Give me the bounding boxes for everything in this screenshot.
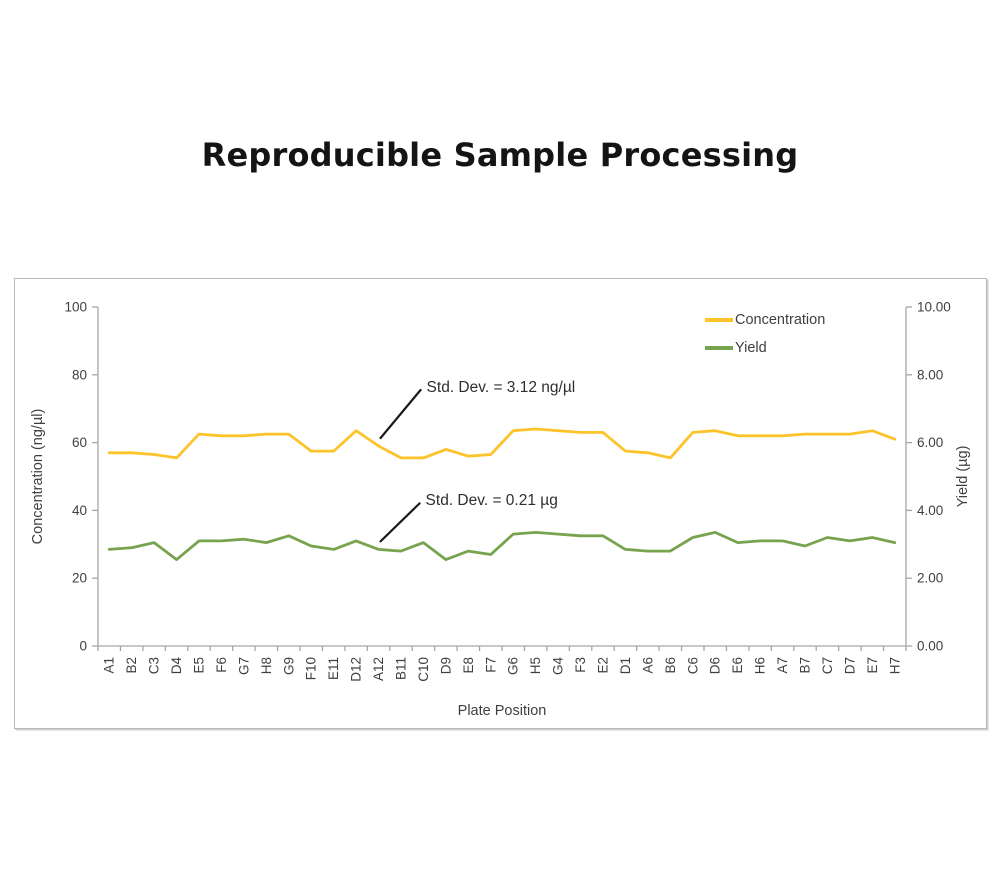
x-axis-category-label: C6 <box>685 657 700 674</box>
x-axis-category-label: H5 <box>528 657 543 674</box>
x-axis-category-label: E8 <box>461 657 476 674</box>
x-axis-category-label: F10 <box>304 657 319 680</box>
chart-legend: Concentration Yield <box>705 312 825 368</box>
legend-label-concentration: Concentration <box>735 312 826 328</box>
right-axis-tick-label: 6.00 <box>917 435 943 450</box>
x-axis-category-label: E6 <box>730 657 745 674</box>
x-axis-category-label: A6 <box>640 657 655 674</box>
x-axis-category-label: F3 <box>573 657 588 673</box>
legend-label-yield: Yield <box>735 340 767 356</box>
x-axis-category-label: F7 <box>483 657 498 673</box>
x-axis-category-label: D6 <box>708 657 723 674</box>
left-axis-tick-label: 100 <box>64 300 87 315</box>
x-axis-category-label: C7 <box>820 657 835 674</box>
left-axis-tick-label: 80 <box>72 367 87 382</box>
page-title: Reproducible Sample Processing <box>201 136 799 174</box>
x-axis-category-label: H8 <box>259 657 274 674</box>
right-axis-tick-label: 10.00 <box>917 300 951 315</box>
left-axis-tick-label: 20 <box>72 571 87 586</box>
x-axis-category-label: B6 <box>663 657 678 674</box>
x-axis-category-label: D7 <box>842 657 857 674</box>
x-axis-category-label: D12 <box>349 657 364 682</box>
x-axis-category-label: G9 <box>281 657 296 675</box>
x-axis-category-label: G6 <box>506 657 521 675</box>
concentration-line-swatch <box>705 318 733 322</box>
x-axis-category-label: G7 <box>236 657 251 675</box>
legend-item-concentration: Concentration <box>705 312 825 328</box>
x-axis-category-label: E2 <box>596 657 611 674</box>
right-axis-tick-label: 8.00 <box>917 367 943 382</box>
annotation-yield-stddev: Std. Dev. = 0.21 µg <box>425 492 558 510</box>
x-axis-category-label: D4 <box>169 657 184 675</box>
concentration-line <box>107 427 897 460</box>
x-axis-category-label: H7 <box>887 657 902 674</box>
x-axis-category-label: D1 <box>618 657 633 674</box>
left-axis-title: Concentration (ng/µl) <box>30 409 46 545</box>
left-axis-tick-label: 0 <box>79 639 87 654</box>
chart-container: 0 20 40 60 80 100 0.00 2.00 4.00 6.00 8.00 10.00 A1 B… <box>14 278 987 729</box>
x-axis-category-label: B11 <box>394 657 409 680</box>
right-axis-tick-label: 2.00 <box>917 571 943 586</box>
x-axis-category-label: F6 <box>214 657 229 673</box>
x-axis-category-label: A12 <box>371 657 386 681</box>
x-axis-category-label: E11 <box>326 657 341 680</box>
x-axis-category-label: B2 <box>124 657 139 674</box>
annotation-leader-line <box>379 502 421 543</box>
x-axis-category-label: A1 <box>102 657 117 674</box>
x-axis-category-label: D9 <box>438 657 453 674</box>
x-axis-category-label: A7 <box>775 657 790 674</box>
annotation-concentration-stddev: Std. Dev. = 3.12 ng/µl <box>426 378 576 396</box>
x-axis-category-label: C10 <box>416 657 431 682</box>
x-axis-category-label: G4 <box>551 657 566 676</box>
x-axis-title: Plate Position <box>458 703 547 719</box>
annotation-leader-line <box>379 388 422 440</box>
chart-plot: 0 20 40 60 80 100 0.00 2.00 4.00 6.00 8.00 10.00 A1 B… <box>30 300 971 720</box>
right-axis-tick-label: 4.00 <box>917 503 943 518</box>
left-axis-tick-label: 40 <box>72 503 87 518</box>
right-axis-tick-label: 0.00 <box>917 639 943 654</box>
x-axis-category-label: E7 <box>865 657 880 674</box>
x-axis-category-label: C3 <box>147 657 162 674</box>
legend-item-yield: Yield <box>705 340 825 356</box>
yield-line-swatch <box>705 346 733 350</box>
right-axis-title: Yield (µg) <box>955 446 971 508</box>
left-axis-tick-label: 60 <box>72 435 87 450</box>
x-axis-category-label: E5 <box>192 657 207 674</box>
x-axis-category-label: H6 <box>753 657 768 674</box>
x-axis-category-label: B7 <box>798 657 813 674</box>
yield-line <box>107 530 897 562</box>
